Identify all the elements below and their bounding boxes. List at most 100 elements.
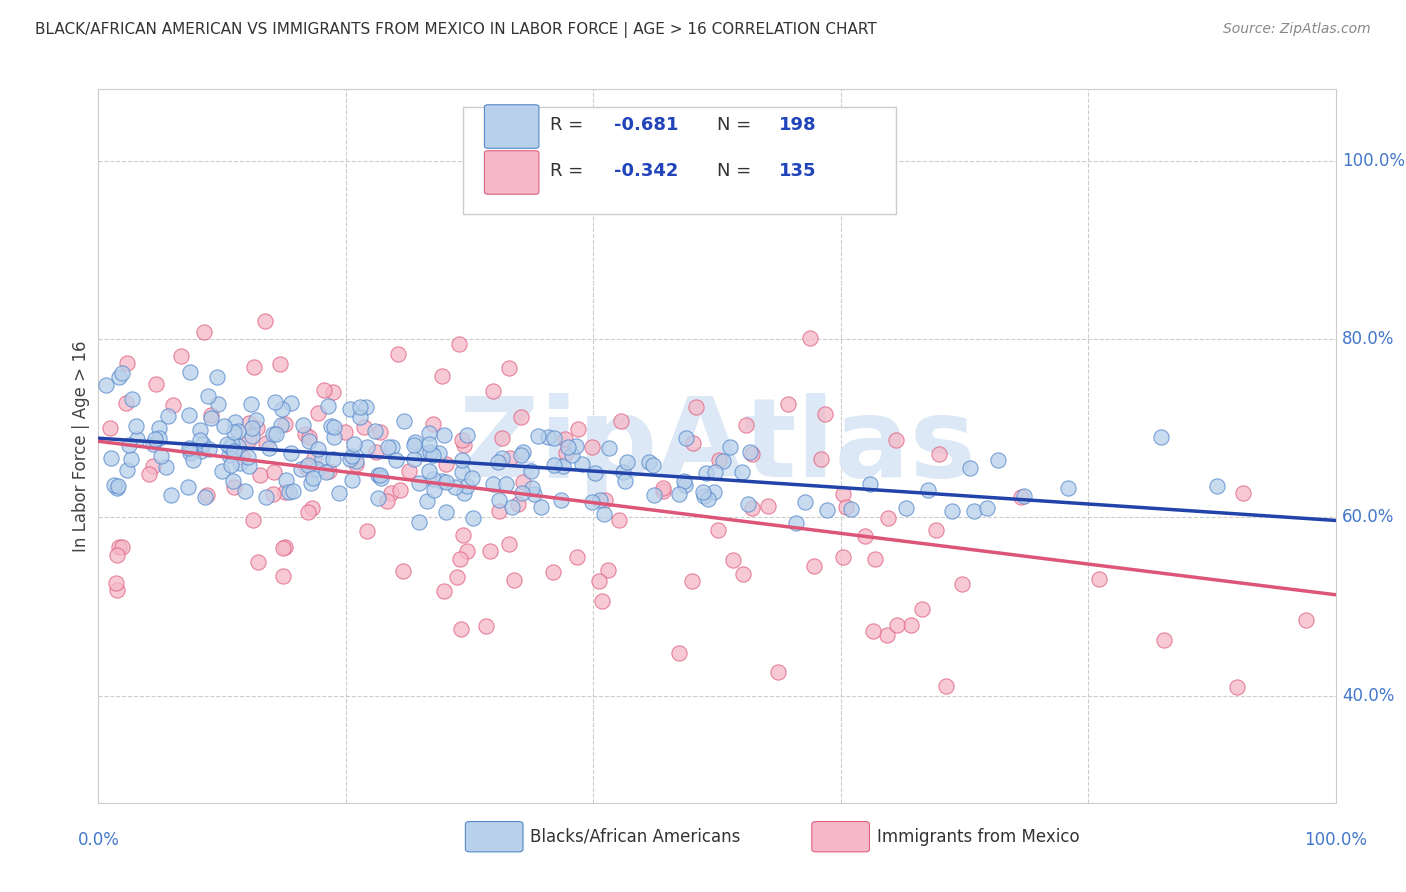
Point bbox=[876, 510, 898, 524]
Point bbox=[495, 477, 517, 491]
Point bbox=[108, 370, 131, 384]
Point bbox=[1012, 489, 1035, 503]
Point bbox=[238, 458, 260, 473]
Point bbox=[200, 408, 222, 422]
Point bbox=[105, 481, 128, 495]
Text: 100.0%: 100.0% bbox=[1341, 152, 1405, 169]
Point bbox=[294, 426, 316, 441]
Point bbox=[380, 486, 402, 500]
Point bbox=[614, 474, 637, 488]
Point bbox=[894, 500, 917, 515]
Point bbox=[205, 370, 228, 384]
Point bbox=[935, 679, 957, 693]
Point bbox=[218, 440, 240, 454]
Point bbox=[197, 389, 219, 403]
Point bbox=[247, 555, 270, 569]
Point bbox=[105, 549, 128, 563]
Point bbox=[242, 359, 264, 374]
Point bbox=[1226, 680, 1249, 694]
Point bbox=[803, 559, 825, 574]
Point bbox=[453, 486, 475, 500]
Point bbox=[307, 442, 329, 457]
Point bbox=[651, 483, 673, 498]
Point bbox=[456, 478, 478, 492]
Point bbox=[177, 480, 200, 494]
Point bbox=[612, 466, 634, 480]
Point bbox=[107, 479, 129, 493]
Point bbox=[290, 462, 312, 476]
Point bbox=[262, 426, 284, 441]
Point bbox=[207, 397, 229, 411]
Point bbox=[430, 475, 453, 489]
Point bbox=[269, 357, 291, 371]
Point bbox=[219, 458, 242, 473]
Point bbox=[643, 458, 665, 473]
Point bbox=[100, 451, 122, 466]
Point bbox=[322, 451, 344, 466]
Point bbox=[356, 524, 378, 538]
Point bbox=[398, 464, 420, 478]
Point bbox=[387, 346, 409, 360]
Point bbox=[212, 419, 235, 434]
Point bbox=[434, 504, 457, 518]
Point bbox=[302, 450, 325, 465]
Point bbox=[610, 414, 633, 428]
Text: 198: 198 bbox=[779, 116, 817, 134]
Point bbox=[274, 473, 297, 487]
Point bbox=[862, 624, 884, 638]
Point bbox=[381, 440, 404, 454]
Point bbox=[364, 445, 387, 459]
Point bbox=[734, 417, 756, 432]
Point bbox=[222, 480, 245, 494]
Point bbox=[254, 435, 277, 450]
Point bbox=[543, 458, 565, 472]
Point bbox=[297, 458, 319, 473]
Point bbox=[238, 434, 260, 448]
Point bbox=[498, 537, 520, 551]
Point bbox=[863, 552, 886, 566]
Point bbox=[422, 472, 444, 486]
Point bbox=[672, 474, 695, 488]
Point bbox=[339, 452, 361, 467]
Point bbox=[488, 504, 510, 518]
Point bbox=[314, 383, 336, 397]
Point bbox=[273, 541, 295, 556]
Point bbox=[876, 627, 898, 641]
Point bbox=[103, 478, 125, 492]
Point bbox=[668, 646, 690, 660]
Point bbox=[231, 450, 253, 464]
Point bbox=[839, 501, 862, 516]
Point bbox=[498, 451, 520, 466]
Point bbox=[952, 577, 974, 591]
Point bbox=[143, 432, 166, 446]
Point bbox=[111, 366, 134, 380]
Point bbox=[450, 623, 472, 637]
Point bbox=[522, 481, 544, 495]
Point bbox=[270, 418, 292, 433]
Point bbox=[720, 440, 742, 454]
Point bbox=[799, 331, 821, 345]
Point bbox=[616, 455, 638, 469]
Point bbox=[179, 442, 201, 457]
Point bbox=[349, 410, 371, 425]
Point bbox=[685, 400, 707, 414]
Point bbox=[675, 431, 697, 445]
Point bbox=[115, 396, 138, 410]
Point bbox=[121, 392, 143, 407]
Point bbox=[554, 432, 576, 446]
Point bbox=[408, 515, 430, 529]
Point bbox=[433, 583, 456, 598]
Point bbox=[162, 398, 184, 412]
Point bbox=[98, 421, 121, 435]
Point bbox=[155, 459, 177, 474]
Point bbox=[408, 476, 430, 491]
Point bbox=[668, 487, 690, 501]
Point bbox=[340, 449, 363, 463]
Point bbox=[453, 438, 475, 452]
Point bbox=[319, 418, 342, 433]
Point bbox=[859, 477, 882, 491]
Point bbox=[588, 574, 610, 589]
Point bbox=[278, 485, 301, 500]
Point bbox=[127, 432, 149, 446]
Point bbox=[297, 505, 319, 519]
